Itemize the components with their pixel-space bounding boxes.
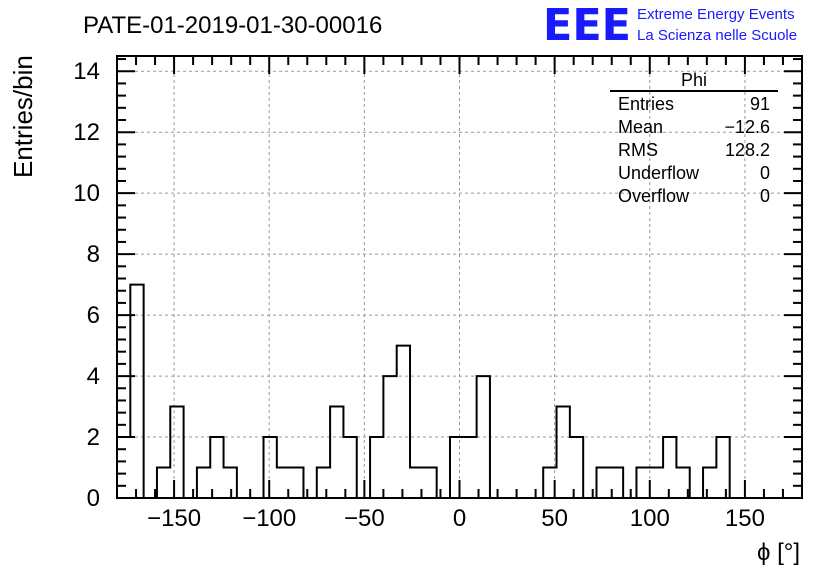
- y-tick-label: 12: [73, 119, 100, 146]
- axis-ticks: [117, 56, 802, 499]
- x-tick-labels: −150 −100 −50 0 50 100 150: [147, 505, 765, 532]
- stats-box-title: Phi: [681, 70, 707, 90]
- histogram-bars: [116, 283, 797, 499]
- x-tick-label: −150: [147, 505, 201, 532]
- histogram-bar: [317, 468, 330, 498]
- x-tick-label: −100: [242, 505, 296, 532]
- x-tick-label: 150: [725, 505, 765, 532]
- y-tick-label: 10: [73, 180, 100, 207]
- x-tick-label: 50: [541, 505, 568, 532]
- histogram-bar: [703, 468, 716, 498]
- stats-label-overflow: Overflow: [618, 186, 690, 206]
- histogram-bar: [370, 437, 383, 498]
- logo-line-2: La Scienza nelle Scuole: [637, 27, 797, 44]
- y-tick-labels: 0 2 4 6 8 10 12 14: [73, 58, 100, 512]
- histogram-bar: [663, 437, 676, 498]
- histogram-bar: [290, 468, 303, 498]
- histogram-bar: [117, 437, 130, 498]
- y-tick-label: 0: [87, 485, 100, 512]
- histogram-bar: [570, 437, 583, 498]
- y-tick-label: 4: [87, 363, 100, 390]
- histogram-bar: [463, 437, 476, 498]
- y-tick-label: 8: [87, 241, 100, 268]
- histogram-bar: [130, 285, 143, 498]
- histogram-bar: [423, 468, 436, 498]
- y-tick-label: 2: [87, 424, 100, 451]
- y-tick-label: 6: [87, 302, 100, 329]
- histogram-bar: [157, 468, 170, 498]
- histogram-bar: [330, 407, 343, 498]
- histogram-outline: [116, 283, 797, 499]
- histogram-bar: [450, 437, 463, 498]
- stats-box: Phi Entries 91 Mean −12.6 RMS 128.2 Unde…: [610, 70, 778, 206]
- stats-value-entries: 91: [750, 94, 770, 114]
- histogram-bar: [716, 437, 729, 498]
- histogram-bar: [210, 437, 223, 498]
- histogram-bar: [343, 437, 356, 498]
- x-tick-label: 0: [453, 505, 466, 532]
- y-axis-label: Entries/bin: [8, 55, 38, 178]
- histogram-bar: [397, 346, 410, 498]
- histogram-bar: [650, 468, 663, 498]
- stats-value-mean: −12.6: [724, 117, 770, 137]
- stats-value-underflow: 0: [760, 163, 770, 183]
- x-tick-label: 100: [630, 505, 670, 532]
- histogram-bar: [170, 407, 183, 498]
- histogram-bar: [636, 468, 649, 498]
- stats-label-rms: RMS: [618, 140, 658, 160]
- logo-line-1: Extreme Energy Events: [637, 6, 795, 23]
- y-tick-label: 14: [73, 58, 100, 85]
- stats-value-overflow: 0: [760, 186, 770, 206]
- stats-value-rms: 128.2: [725, 140, 770, 160]
- stats-label-mean: Mean: [618, 117, 663, 137]
- stats-label-entries: Entries: [618, 94, 674, 114]
- histogram-bar: [197, 468, 210, 498]
- stats-label-underflow: Underflow: [618, 163, 700, 183]
- x-tick-label: −50: [344, 505, 385, 532]
- x-axis-label: ϕ [°]: [757, 539, 800, 566]
- histogram-bar: [597, 468, 610, 498]
- chart-title: PATE-01-2019-01-30-00016: [83, 12, 382, 39]
- eee-logo-mark: EEE: [543, 0, 631, 51]
- grid-lines: [117, 56, 802, 498]
- histogram-bar: [557, 407, 570, 498]
